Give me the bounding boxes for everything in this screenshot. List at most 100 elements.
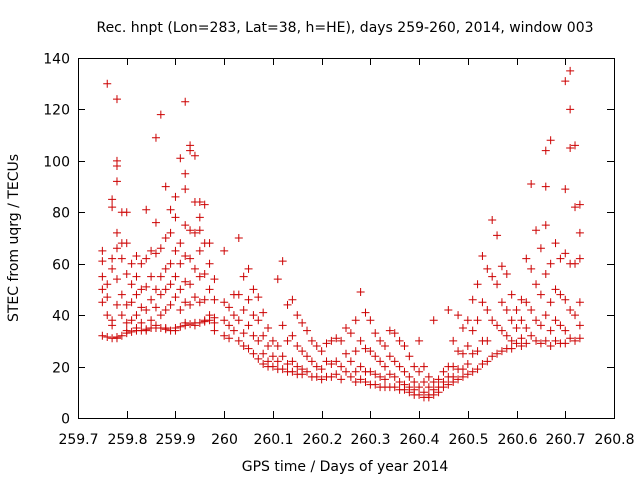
data-point <box>493 349 502 358</box>
data-point <box>371 370 380 379</box>
data-point <box>376 357 385 366</box>
data-point <box>298 347 307 356</box>
data-point <box>298 370 307 379</box>
data-point <box>434 375 443 384</box>
data-point <box>395 362 404 371</box>
data-point <box>400 342 409 350</box>
data-point <box>502 306 511 314</box>
data-point <box>415 390 424 399</box>
data-point <box>478 298 487 307</box>
data-point <box>532 316 541 325</box>
data-point <box>234 316 243 325</box>
data-point <box>259 331 268 340</box>
data-point <box>385 326 394 335</box>
data-point <box>536 290 545 299</box>
data-point <box>561 326 570 335</box>
data-point <box>273 357 282 366</box>
data-point <box>181 169 190 178</box>
data-point <box>366 367 375 376</box>
x-tick-label: 260.5 <box>448 432 488 448</box>
data-point <box>322 357 331 366</box>
data-point <box>361 308 370 317</box>
data-point <box>259 308 268 317</box>
data-point <box>303 352 312 361</box>
data-point <box>195 198 204 206</box>
data-point <box>147 272 156 281</box>
axis-ticks <box>78 58 615 419</box>
data-point <box>517 334 526 343</box>
data-point <box>566 144 575 152</box>
data-point <box>112 244 121 253</box>
data-point <box>293 362 302 371</box>
data-point <box>405 372 414 381</box>
data-point <box>351 316 360 325</box>
data-point <box>103 333 112 341</box>
data-point <box>249 285 258 294</box>
data-point <box>122 326 131 335</box>
data-point <box>195 318 204 327</box>
data-point <box>147 295 156 304</box>
data-point <box>566 306 575 314</box>
data-point <box>278 321 287 330</box>
x-axis-label: GPS time / Days of year 2014 <box>242 459 449 475</box>
data-point <box>400 367 409 376</box>
data-point <box>444 306 453 314</box>
data-point <box>356 288 365 296</box>
data-point <box>166 259 175 268</box>
data-point <box>98 272 107 281</box>
data-point <box>205 285 214 294</box>
data-point <box>483 336 492 345</box>
data-point <box>288 357 297 366</box>
data-point <box>112 334 121 343</box>
data-point <box>195 246 204 255</box>
data-point <box>395 336 404 345</box>
data-point <box>156 244 165 253</box>
data-point <box>473 347 482 356</box>
data-point <box>541 146 550 155</box>
data-point <box>278 352 287 361</box>
data-point <box>566 66 575 75</box>
data-point <box>371 380 380 389</box>
data-point <box>288 367 297 376</box>
data-point <box>210 295 219 304</box>
data-point <box>273 275 282 284</box>
data-point <box>449 362 458 371</box>
data-point <box>181 298 190 307</box>
data-point <box>522 324 531 332</box>
data-point <box>449 378 458 386</box>
data-point <box>225 303 234 312</box>
data-point <box>229 326 238 335</box>
data-point <box>551 316 560 325</box>
data-point <box>546 326 555 335</box>
data-point <box>424 383 433 392</box>
data-point <box>507 344 516 353</box>
data-point <box>522 339 531 348</box>
y-tick-label: 20 <box>52 361 70 377</box>
data-point <box>575 228 584 237</box>
data-point <box>415 367 424 376</box>
data-point <box>156 311 165 320</box>
data-point <box>176 285 185 294</box>
data-point <box>463 370 472 379</box>
data-point <box>507 290 516 299</box>
data-point <box>259 349 268 358</box>
data-point <box>429 378 438 386</box>
data-point <box>98 257 107 266</box>
data-point <box>127 327 136 336</box>
data-point <box>200 270 209 278</box>
data-point <box>200 295 209 304</box>
x-tick-label: 260.1 <box>253 432 293 448</box>
x-tick-label: 260.4 <box>399 432 439 448</box>
data-point <box>220 298 229 307</box>
data-point <box>268 352 277 361</box>
data-point <box>288 295 297 304</box>
data-point <box>478 360 487 368</box>
data-point <box>556 290 565 299</box>
data-point <box>181 97 190 106</box>
data-point <box>171 272 180 281</box>
data-point <box>122 239 131 248</box>
data-point <box>532 280 541 289</box>
data-point <box>176 306 185 314</box>
data-point <box>151 218 160 227</box>
data-point <box>454 347 463 356</box>
